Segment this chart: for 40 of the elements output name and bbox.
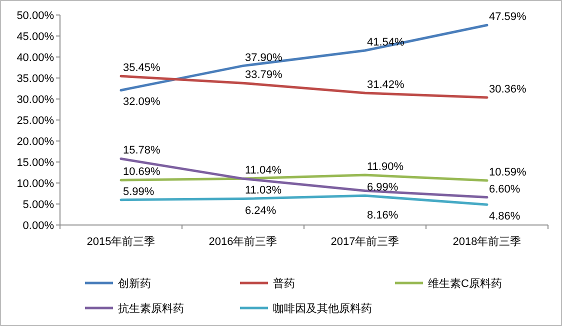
y-tick-label: 40.00%: [16, 52, 54, 64]
y-tick-label: 10.00%: [16, 178, 54, 190]
x-tick-label: 2015年前三季: [86, 235, 156, 248]
y-tick-label: 30.00%: [16, 94, 54, 106]
legend-label: 维生素C原料药: [428, 277, 502, 290]
y-tick-label: 35.00%: [16, 73, 54, 85]
legend-label: 咖啡因及其他原料药: [273, 302, 372, 315]
x-tick-label: 2018年前三季: [452, 235, 522, 248]
data-label: 10.59%: [489, 166, 527, 179]
legend-label: 普药: [273, 277, 295, 290]
data-label: 8.16%: [367, 210, 398, 222]
y-tick-label: 45.00%: [16, 31, 54, 43]
data-label: 11.04%: [245, 164, 282, 177]
data-label: 15.78%: [123, 144, 161, 157]
y-tick-label: 0.00%: [22, 220, 54, 232]
data-label: 31.42%: [367, 79, 405, 92]
data-label: 11.03%: [245, 184, 282, 197]
data-label: 6.99%: [367, 182, 398, 194]
data-label: 11.90%: [367, 161, 404, 174]
data-label: 30.36%: [489, 83, 527, 96]
data-label: 47.59%: [489, 11, 527, 24]
y-tick-label: 5.00%: [22, 199, 54, 211]
y-tick-label: 15.00%: [16, 157, 54, 169]
data-label: 35.45%: [123, 62, 161, 74]
data-label: 6.24%: [245, 204, 276, 217]
data-label: 32.09%: [123, 96, 161, 108]
x-tick-label: 2016年前三季: [208, 235, 278, 248]
data-label: 6.60%: [489, 183, 520, 196]
data-label: 41.54%: [367, 36, 405, 49]
legend-label: 抗生素原料药: [118, 302, 184, 315]
y-tick-label: 25.00%: [16, 115, 54, 127]
data-label: 4.86%: [489, 210, 520, 223]
y-tick-label: 50.00%: [16, 10, 54, 22]
x-tick-label: 2017年前三季: [330, 235, 400, 248]
y-tick-label: 20.00%: [16, 136, 54, 148]
legend-label: 创新药: [118, 277, 151, 290]
data-label: 10.69%: [123, 166, 161, 178]
data-label: 5.99%: [123, 186, 154, 198]
data-label: 37.90%: [245, 52, 283, 64]
data-label: 33.79%: [245, 69, 283, 82]
